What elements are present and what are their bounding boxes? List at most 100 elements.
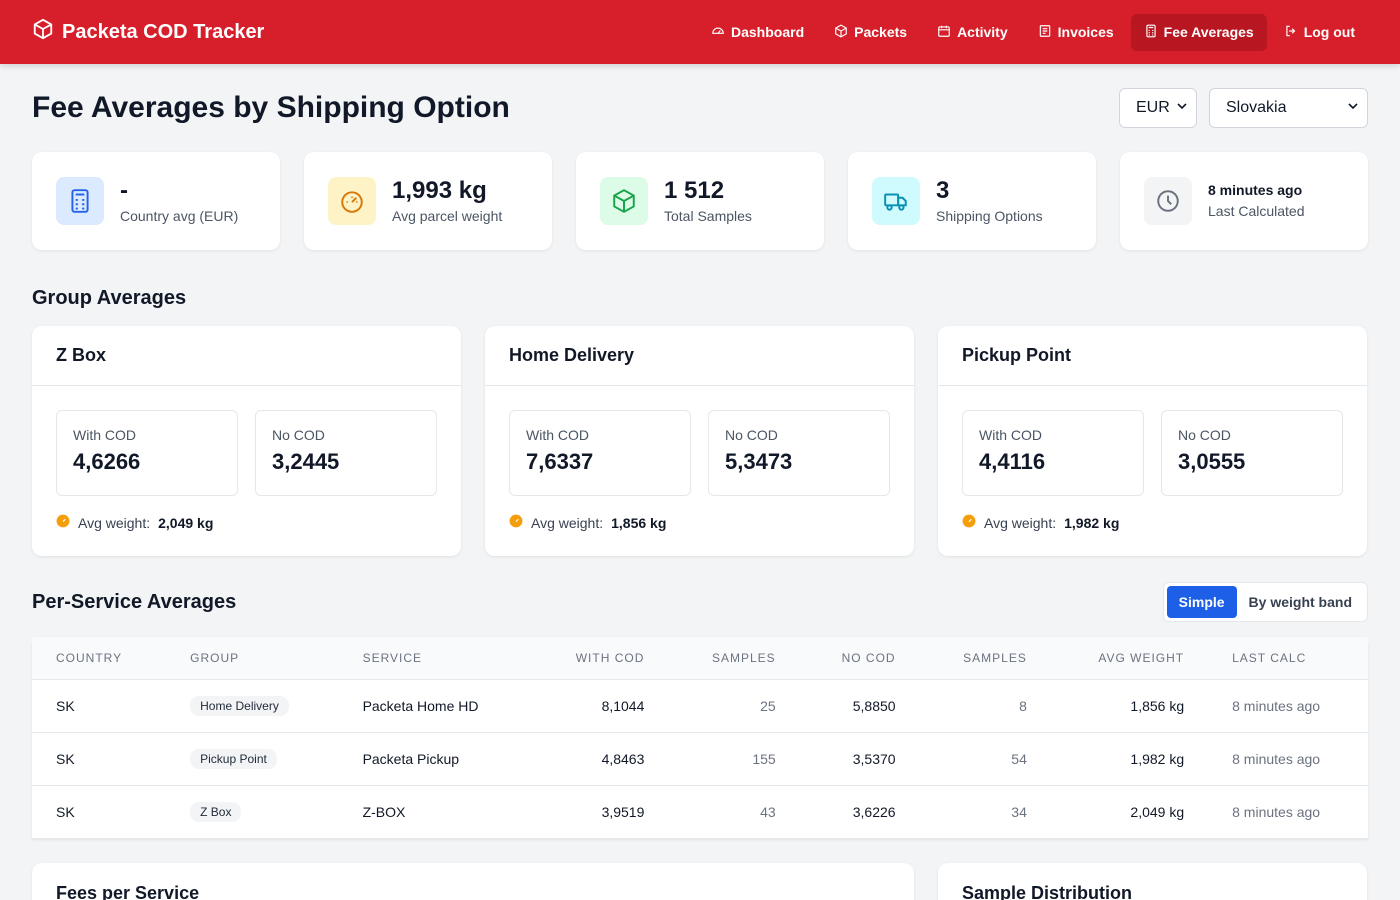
cell-last-calc: 8 minutes ago [1208, 785, 1368, 839]
fee-value: 4,6266 [73, 449, 141, 474]
clock-icon [1144, 177, 1192, 225]
nav-activity[interactable]: Activity [924, 14, 1021, 51]
calculator-icon [56, 177, 104, 225]
currency-value: EUR [1136, 99, 1170, 116]
group-name: Z Box [32, 326, 461, 386]
stat-shipping-options: 3 Shipping Options [848, 152, 1096, 250]
section-title: Per-Service Averages [32, 590, 237, 613]
stat-total-samples: 1 512 Total Samples [576, 152, 824, 250]
brand-title: Packeta COD Tracker [62, 20, 265, 43]
toggle-weight-band[interactable]: By weight band [1248, 594, 1352, 610]
filters: EUR Slovakia [1119, 88, 1368, 128]
col-group[interactable]: Group [166, 637, 339, 680]
country-value: Slovakia [1226, 99, 1287, 116]
cell-no-cod: 3,6226 [799, 785, 920, 839]
brand[interactable]: Packeta COD Tracker [32, 18, 264, 46]
col-avg-weight[interactable]: Avg weight [1050, 637, 1209, 680]
sample-distribution-card: Sample Distribution [938, 862, 1367, 900]
nav-fee-averages[interactable]: Fee Averages [1130, 13, 1267, 51]
cell-with-samples: 155 [668, 732, 800, 786]
cell-with-cod: 3,9519 [531, 785, 669, 839]
gauge-icon [509, 514, 523, 531]
fee-value: 3,0555 [1178, 449, 1246, 474]
fee-label: No COD [272, 427, 325, 443]
col-service[interactable]: Service [338, 637, 532, 680]
nav-invoices[interactable]: Invoices [1025, 14, 1127, 51]
fee-with-cod: With COD 7,6337 [509, 410, 691, 496]
cell-last-calc: 8 minutes ago [1208, 679, 1368, 733]
fee-label: With COD [73, 427, 136, 443]
fee-with-cod: With COD 4,6266 [56, 410, 238, 496]
currency-select[interactable]: EUR [1119, 88, 1197, 128]
page-title: Fee Averages by Shipping Option [32, 91, 510, 124]
col-country[interactable]: Country [32, 637, 167, 680]
toggle-simple[interactable]: Simple [1166, 586, 1237, 618]
cell-service: Packeta Home HD [338, 679, 532, 733]
nav-dashboard-label: Dashboard [731, 24, 805, 40]
cell-avg-weight: 2,049 kg [1050, 785, 1209, 839]
col-with-samples[interactable]: Samples [668, 637, 800, 680]
stat-label: Total Samples [664, 208, 752, 225]
fee-value: 3,2445 [272, 449, 340, 474]
card-title: Fees per Service [56, 882, 200, 900]
nav-invoices-label: Invoices [1057, 24, 1114, 40]
stat-value: 1 512 [664, 176, 725, 204]
avg-weight-value: 1,856 kg [611, 514, 667, 531]
gauge-icon [328, 177, 376, 225]
cell-group: Home Delivery [166, 679, 339, 733]
col-last-calc[interactable]: Last calc [1208, 637, 1368, 680]
nav-dashboard[interactable]: Dashboard [698, 14, 817, 51]
nav-activity-label: Activity [957, 24, 1008, 40]
box-icon [834, 23, 848, 41]
main-content: Fee Averages by Shipping Option EUR Slov… [0, 64, 1400, 900]
service-table: Country Group Service With COD Samples N… [32, 637, 1368, 839]
group-name: Pickup Point [938, 326, 1367, 386]
per-service-header: Per-Service Averages Simple By weight ba… [32, 582, 1368, 622]
stat-country-avg: - Country avg (EUR) [32, 152, 280, 250]
cell-no-cod: 5,8850 [799, 679, 920, 733]
avg-weight: Avg weight: 1,856 kg [509, 514, 890, 531]
cell-country: SK [32, 679, 167, 733]
avg-weight-label: Avg weight: [531, 514, 604, 531]
nav-logout[interactable]: Log out [1271, 14, 1368, 51]
cell-avg-weight: 1,856 kg [1050, 679, 1209, 733]
bottom-cards: Fees per Service Sample Distribution [32, 862, 1368, 900]
cell-last-calc: 8 minutes ago [1208, 732, 1368, 786]
col-no-samples[interactable]: Samples [919, 637, 1051, 680]
box-icon [600, 177, 648, 225]
group-name: Home Delivery [485, 326, 914, 386]
col-with-cod[interactable]: With COD [531, 637, 669, 680]
gauge-icon [56, 514, 70, 531]
chevron-down-icon [1347, 99, 1359, 117]
cell-service: Z-BOX [338, 785, 532, 839]
table-header-row: Country Group Service With COD Samples N… [32, 637, 1368, 680]
fee-value: 4,4116 [979, 449, 1046, 474]
section-title: Group Averages [32, 286, 187, 309]
cell-with-samples: 25 [668, 679, 800, 733]
service-table-card: Country Group Service With COD Samples N… [32, 637, 1368, 839]
fee-label: With COD [979, 427, 1042, 443]
cell-avg-weight: 1,982 kg [1050, 732, 1209, 786]
cell-with-cod: 8,1044 [531, 679, 669, 733]
nav-packets[interactable]: Packets [821, 14, 920, 51]
group-card-zbox: Z Box With COD 4,6266 No COD 3,2445 Avg … [32, 326, 461, 556]
avg-weight-label: Avg weight: [984, 514, 1057, 531]
stat-value: 3 [936, 176, 950, 204]
fee-no-cod: No COD 3,2445 [255, 410, 437, 496]
cell-group: Pickup Point [166, 732, 339, 786]
cell-with-samples: 43 [668, 785, 800, 839]
country-select[interactable]: Slovakia [1209, 88, 1368, 128]
logout-icon [1284, 24, 1298, 41]
nav-fee-averages-label: Fee Averages [1163, 24, 1254, 40]
cell-group: Z Box [166, 785, 339, 839]
group-badge: Z Box [190, 801, 242, 822]
fee-value: 5,3473 [725, 449, 793, 474]
avg-weight: Avg weight: 1,982 kg [962, 514, 1343, 531]
box-icon [32, 18, 54, 46]
fee-label: No COD [1178, 427, 1231, 443]
stat-label: Shipping Options [936, 208, 1043, 225]
cell-country: SK [32, 732, 167, 786]
cell-no-samples: 8 [919, 679, 1051, 733]
card-title: Sample Distribution [962, 882, 1133, 900]
col-no-cod[interactable]: No COD [799, 637, 920, 680]
